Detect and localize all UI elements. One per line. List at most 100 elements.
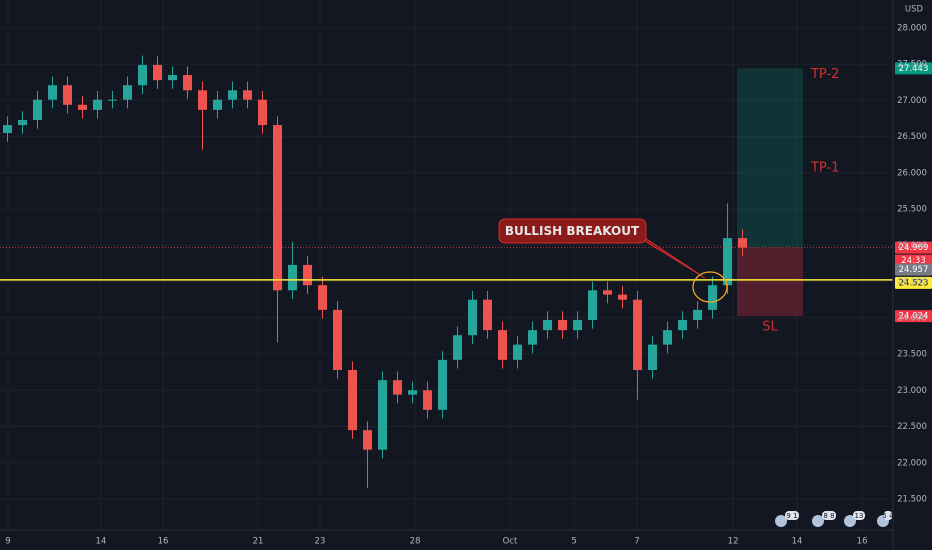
event-badge (853, 511, 865, 520)
event-badge (822, 511, 836, 520)
candle-body (363, 430, 373, 450)
x-tick-label: Oct (503, 537, 518, 547)
candle-body (228, 90, 238, 100)
candle-body (498, 330, 508, 360)
x-tick-label: 16 (158, 537, 169, 547)
y-tick-label: 24.000 (897, 313, 927, 323)
event-badge (785, 511, 799, 520)
event-icon (812, 515, 824, 527)
tp2-label: TP-2 (810, 67, 839, 82)
candle-body (108, 99, 118, 101)
candle-body (603, 290, 613, 295)
candle-body (663, 330, 673, 345)
candle-body (393, 380, 403, 395)
y-tick-label: 25.500 (897, 205, 927, 215)
grid (0, 0, 893, 530)
event-label: 13 (855, 512, 864, 520)
position (736, 68, 803, 317)
candle-body (18, 120, 28, 126)
target-price: 27.443 (899, 64, 929, 74)
last-price: 24.969 (899, 243, 929, 253)
target-price-bg (895, 62, 932, 75)
x-tick-label: 14 (792, 537, 803, 547)
candle-body (558, 320, 568, 331)
event-label: 5 4 (882, 512, 894, 520)
candle-body (678, 320, 688, 331)
candle-body (348, 370, 358, 431)
x-tick-label: 16 (857, 537, 868, 547)
target-zone (736, 68, 803, 248)
candle-body (528, 330, 538, 345)
event-label: 9 1 (786, 512, 797, 520)
currency: USD (905, 5, 924, 15)
callout-box (498, 218, 647, 244)
tp1-label: TP-1 (810, 160, 839, 175)
y-tick-label: 24.500 (897, 277, 927, 287)
support-price-bg (895, 276, 932, 289)
y-tick-label: 25.000 (897, 241, 927, 251)
prev-close-bg (895, 263, 932, 276)
candle-body (378, 380, 388, 450)
candle-body (468, 299, 478, 336)
countdown: 24:33 (901, 256, 926, 266)
event-label: 8 8 (823, 512, 834, 520)
stop-price-bg (895, 310, 932, 323)
y-tick-label: 22.000 (897, 458, 927, 468)
x-tick-label: 21 (253, 537, 264, 547)
candle-body (423, 390, 433, 410)
candle-body (738, 238, 748, 248)
candle-body (273, 125, 283, 291)
y-tick-label: 21.500 (897, 494, 927, 504)
candle-body (708, 285, 718, 310)
x-tick-label: 23 (315, 537, 326, 547)
y-tick-label: 23.000 (897, 386, 927, 396)
x-tick-label: 28 (410, 537, 421, 547)
candle-body (333, 309, 343, 370)
y-tick-label: 26.000 (897, 168, 927, 178)
y-tick-label: 28.000 (897, 23, 927, 33)
last-price-bg (895, 241, 932, 254)
candle-body (153, 64, 163, 81)
candle-body (438, 359, 448, 410)
candle-body (258, 99, 268, 126)
candle-body (408, 390, 418, 395)
y-tick-label: 23.500 (897, 350, 927, 360)
x-tick-label: 14 (96, 537, 107, 547)
candle-body (693, 309, 703, 320)
candle-body (168, 75, 178, 81)
event-badge (884, 511, 892, 520)
candle-body (213, 99, 223, 110)
sl-label: SL (762, 320, 778, 335)
candle-body (588, 290, 598, 320)
support-price: 24.523 (899, 278, 929, 288)
prev-close: 24.957 (899, 265, 929, 275)
candle-body (138, 64, 148, 86)
stop-zone (736, 247, 803, 317)
candle-body (183, 75, 193, 91)
candle-body (63, 85, 73, 105)
y-tick-label: 22.500 (897, 422, 927, 432)
candle-body (618, 294, 628, 300)
candle-body (453, 335, 463, 360)
candle-body (288, 264, 298, 291)
breakout-circle (692, 271, 728, 303)
candle-body (318, 285, 328, 310)
candle-body (483, 299, 493, 331)
candle-body (633, 299, 643, 370)
candle-body (3, 125, 13, 134)
candle-body (33, 99, 43, 120)
candle-body (93, 99, 103, 110)
candle-body (513, 344, 523, 360)
candle-body (198, 90, 208, 110)
candle-body (303, 264, 313, 286)
candle-body (78, 104, 88, 110)
candle-body (243, 90, 253, 100)
event-icon (775, 515, 787, 527)
candle-body (123, 85, 133, 100)
candle-body (723, 238, 733, 286)
y-tick-label: 27.500 (897, 60, 927, 70)
candle-body (543, 320, 553, 331)
y-tick-label: 26.500 (897, 132, 927, 142)
overlay: TP-2TP-1SL27.44324.96924:3324.95724.5232… (0, 62, 932, 335)
